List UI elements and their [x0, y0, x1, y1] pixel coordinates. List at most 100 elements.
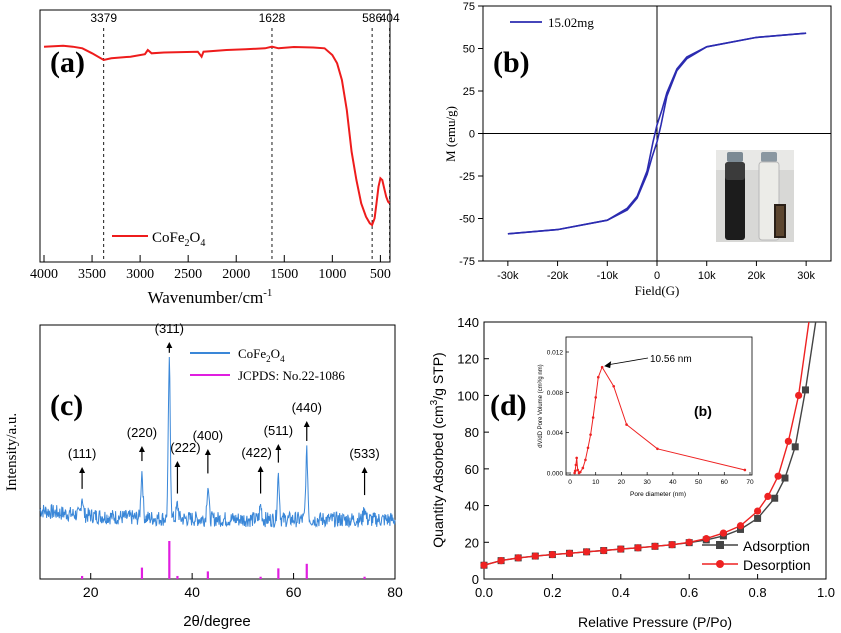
panel-a-x-tick-label: 1000	[318, 267, 346, 282]
panel-d-desorption-marker	[497, 557, 505, 565]
panel-c-x-tick-label: 40	[184, 584, 200, 600]
inset-y-tick-label: 0.004	[547, 430, 564, 437]
panel-d-desorption-marker	[514, 554, 522, 562]
inset-annotation-arrow-head	[604, 361, 612, 369]
panel-d-x-axis-title: Relative Pressure (P/Po)	[578, 614, 732, 630]
inset-marker	[591, 416, 595, 419]
panel-a-peak-label: 586	[362, 11, 382, 25]
panel-c-peak-arrow-head	[174, 461, 181, 467]
panel-d-legend-text-adsorption: Adsorption	[743, 538, 810, 554]
panel-c-legend-text-jcpds: JCPDS: No.22-1086	[238, 368, 345, 383]
panel-b-y-axis-title: M (emu/g)	[443, 106, 458, 162]
panel-d-desorption-marker	[531, 552, 539, 560]
panel-c-peak-arrow-head	[275, 444, 282, 450]
panel-d-y-axis-title: Quantity Adsorbed (cm3/g STP)	[429, 352, 446, 547]
panel-a-peak-label: 404	[380, 11, 400, 25]
panel-b-y-tick-label: 25	[463, 86, 475, 98]
panel-d-x-tick-label: 1.0	[817, 585, 835, 600]
panel-d-y-tick-label: 0	[472, 572, 479, 587]
panel-c-peak-label: (422)	[241, 445, 271, 460]
panel-a-x-tick-label: 4000	[30, 267, 58, 282]
panel-b-y-tick-label: -25	[459, 171, 475, 183]
panel-c-label: (c)	[50, 389, 83, 422]
inset-marker	[625, 423, 628, 426]
inset-x-tick-label: 40	[669, 479, 677, 486]
panel-d-adsorption-marker	[754, 514, 762, 522]
panel-c-legend-text-pattern: CoFe2O4	[238, 346, 285, 364]
panel-a-peak-label: 3379	[90, 11, 117, 25]
panel-a-spectrum-line	[43, 44, 391, 227]
panel-a-x-tick-label: 2500	[174, 267, 202, 282]
panel-d-desorption-marker	[736, 522, 745, 530]
panel-c-x-axis: 20 40 60 80	[83, 573, 403, 600]
panel-d-legend-square-marker	[716, 541, 724, 549]
inset-x-tick-label: 50	[695, 479, 703, 486]
inset-markers	[573, 357, 747, 475]
panel-b-x-tick-label: -10k	[597, 270, 619, 282]
panel-d-desorption-marker	[702, 535, 710, 543]
panel-c-peak-label: (400)	[193, 428, 223, 443]
inset-y-tick-label: 0.008	[547, 390, 564, 397]
panel-d-desorption-marker	[634, 544, 642, 552]
panel-c-peak-arrow-head	[166, 342, 173, 348]
panel-a-x-tick-label: 3000	[126, 267, 154, 282]
panel-d-desorption-marker	[719, 529, 728, 537]
inset-marker	[589, 433, 592, 436]
panel-c-x-axis-title: 2θ/degree	[183, 613, 251, 630]
panel-c-x-tick-label: 20	[83, 584, 99, 600]
panel-a-x-tick-label: 500	[370, 267, 391, 282]
panel-c-peak-label: (440)	[292, 400, 322, 415]
panel-a-peak-label: 1628	[259, 11, 286, 25]
panel-d-x-tick-label: 0.2	[543, 585, 561, 600]
panel-d-legend-circle-marker	[716, 560, 724, 568]
panel-c-peak-arrow-head	[361, 467, 368, 473]
panel-c-peak-annotations: (111) (220) (311) (222)(400) (422) (511) (440)…	[68, 321, 380, 496]
panel-d-adsorption-marker	[791, 443, 799, 451]
panel-b-axes: -30k -20k -10k 0 10k 20k 30k -75 -50 -25 0 25 50 75	[459, 1, 831, 282]
panel-b-y-tick-label: 0	[469, 129, 475, 141]
panel-d-adsorption-marker	[781, 474, 789, 482]
inset-marker	[612, 384, 616, 388]
inset-x-tick-label: 30	[644, 479, 652, 486]
inset-frame	[565, 336, 753, 476]
inset-marker	[575, 456, 578, 460]
panel-c-peak-arrow-head	[303, 421, 310, 427]
inset-marker	[584, 458, 587, 462]
panel-d-desorption-marker	[774, 472, 782, 480]
inset-marker	[743, 468, 747, 472]
panel-d-desorption-marker	[651, 542, 659, 550]
panel-d-y-tick-label: 80	[465, 425, 479, 440]
panel-d-desorption-marker	[754, 507, 762, 515]
inset-marker	[573, 469, 577, 473]
panel-d-desorption-marker	[795, 391, 803, 400]
panel-d-x-tick-label: 0.0	[475, 585, 493, 600]
panel-b-x-tick-label: 20k	[748, 270, 766, 282]
panel-c-peak-arrow-head	[138, 446, 145, 452]
panel-a-frame	[39, 9, 391, 263]
panel-c-x-tick-label: 80	[387, 584, 403, 600]
panel-d-desorption-line	[483, 321, 810, 566]
panel-d-desorption-marker	[784, 437, 792, 445]
panel-b-x-tick-label: -20k	[547, 270, 569, 282]
inset-marker	[594, 396, 598, 399]
inset-marker	[596, 375, 600, 379]
panel-d-y-tick-label: 120	[457, 352, 479, 367]
panel-b-y-tick-label: -75	[459, 256, 475, 268]
panel-d-desorption-marker	[685, 538, 693, 546]
inset-marker	[578, 470, 582, 474]
panel-c-diffraction-pattern	[39, 356, 396, 528]
panel-d-x-tick-label: 0.8	[749, 585, 767, 600]
panel-b-x-axis-title: Field(G)	[635, 283, 680, 298]
panel-b-y-tick-label: 75	[463, 1, 475, 13]
inset-marker	[600, 365, 604, 369]
panel-d-x-tick-label: 0.6	[680, 585, 698, 600]
panel-d-desorption-marker	[565, 549, 574, 557]
panel-c-peak-label: (533)	[349, 446, 379, 461]
panel-c-peak-arrow-head	[79, 467, 86, 473]
panel-c-xrd: 20 40 60 80 (111)(220)(311)(222)(400)(422)(…	[4, 321, 403, 630]
panel-b-x-tick-label: 0	[654, 270, 660, 282]
